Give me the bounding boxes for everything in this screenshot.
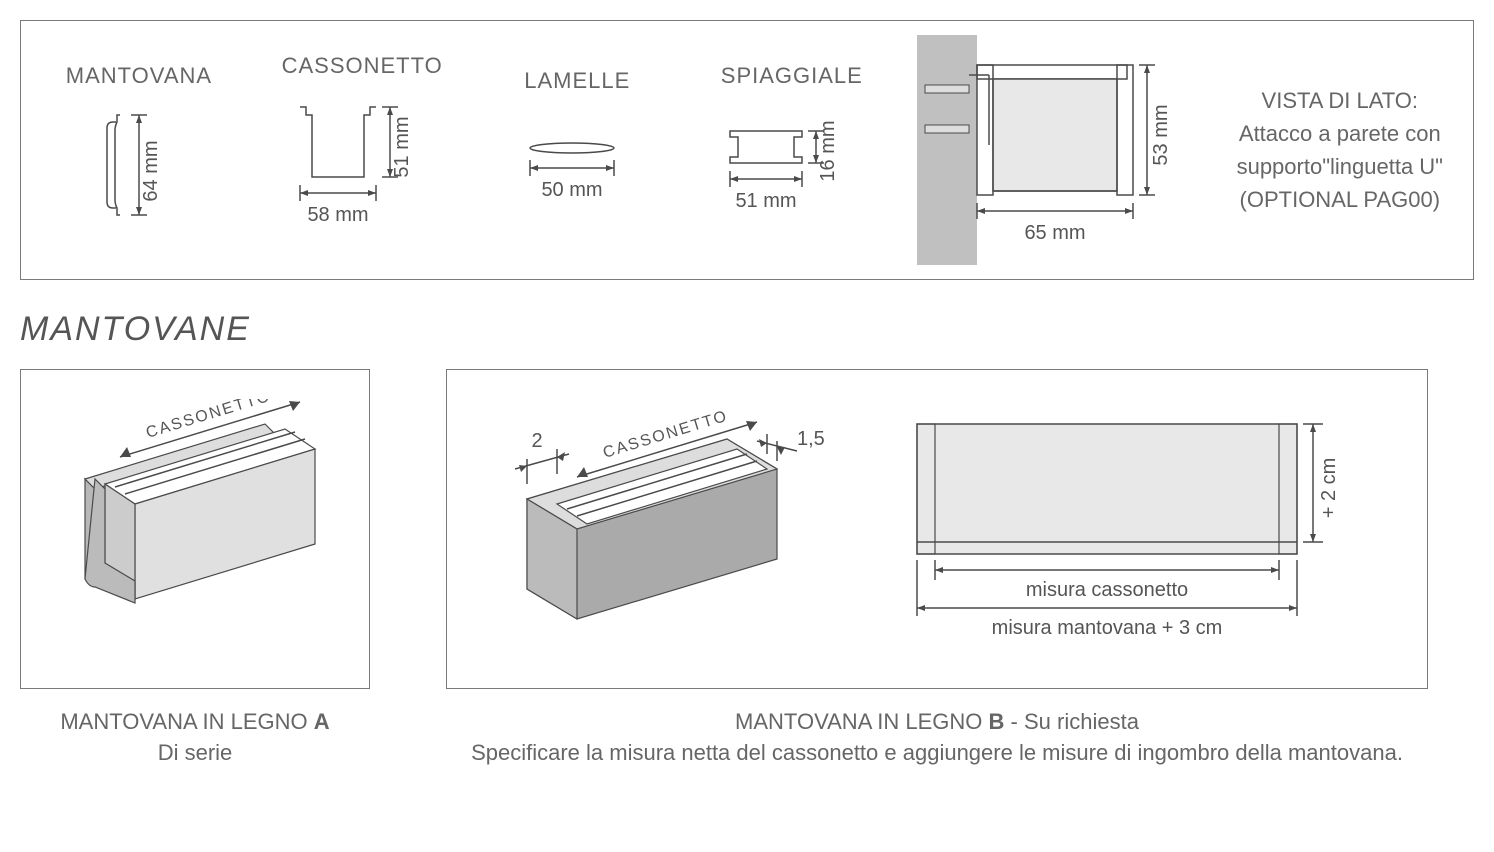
caption-b-l2: Specificare la misura netta del cassonet… [471,740,1403,765]
lamelle-svg: 50 mm [512,112,642,232]
profile-lamelle: LAMELLE 50 mm [512,68,642,232]
cassonetto-dim-v: 51 mm [391,116,413,177]
side-line2: supporto"linguetta U" [1237,150,1443,183]
mantovana-b-column: CASSONETTO 2 1,5 [400,369,1474,769]
profile-spiaggiale: SPIAGGIALE 16 mm 51 mm [712,63,872,237]
side-view-panel: 53 mm 65 mm VISTA DI LATO: Attacco a par… [917,21,1473,279]
caption-a-l2: Di serie [158,740,233,765]
dim-b-v: + 2 cm [1318,458,1340,519]
section-title: MANTOVANE [20,310,1474,349]
side-line1: Attacco a parete con [1237,117,1443,150]
dim-b-left: 2 [531,430,542,452]
mantovana-b-caption: MANTOVANA IN LEGNO B - Su richiesta Spec… [471,707,1403,769]
side-line3: (OPTIONAL PAG00) [1237,183,1443,216]
side-view-text: VISTA DI LATO: Attacco a parete con supp… [1237,84,1443,216]
mantovana-a-caption: MANTOVANA IN LEGNO A Di serie [60,707,329,769]
cassonetto-svg: 51 mm 58 mm [282,97,442,247]
lamelle-title: LAMELLE [524,68,630,94]
spiaggiale-title: SPIAGGIALE [721,63,863,89]
caption-a-l1: MANTOVANA IN LEGNO [60,709,307,734]
cassonetto-dim-h: 58 mm [308,204,369,226]
mantovana-dim-v: 64 mm [140,140,162,201]
side-title: VISTA DI LATO: [1237,84,1443,117]
caption-b-l1: MANTOVANA IN LEGNO [735,709,982,734]
mantovana-a-svg: CASSONETTO [45,399,345,659]
dim-b-right: 1,5 [797,428,825,450]
spiaggiale-dim-h: 51 mm [735,190,796,212]
side-dim-v: 53 mm [1150,104,1172,165]
profile-cassonetto: CASSONETTO 51 mm 58 mm [282,53,443,247]
side-view-svg: 53 mm 65 mm [917,35,1217,265]
spiaggiale-dim-v: 16 mm [817,120,839,181]
mantovana-b-front-svg: + 2 cm misura cassonetto misura mantovan… [887,394,1407,664]
lamelle-dim-h: 50 mm [542,179,603,201]
mantovana-a-column: CASSONETTO MANTOVANA IN LEGNO A Di serie [20,369,370,769]
profile-mantovana: MANTOVANA 64 mm [66,63,212,237]
profiles-row: MANTOVANA 64 mm CASSONETTO [21,21,917,279]
mantovana-b-box: CASSONETTO 2 1,5 [446,369,1428,689]
caption-b-rest: - Su richiesta [1011,709,1139,734]
dim-b-h2: misura mantovana + 3 cm [992,617,1223,639]
mantovana-svg: 64 mm [89,107,189,237]
caption-a-bold: A [314,709,330,734]
cassonetto-title: CASSONETTO [282,53,443,79]
side-dim-h: 65 mm [1024,222,1085,244]
spiaggiale-svg: 16 mm 51 mm [712,107,872,237]
mantovana-b-iso-svg: CASSONETTO 2 1,5 [467,399,887,659]
dim-b-h1: misura cassonetto [1026,579,1188,601]
profiles-panel: MANTOVANA 64 mm CASSONETTO [20,20,1474,280]
mantovana-title: MANTOVANA [66,63,212,89]
caption-b-bold: B [989,709,1005,734]
mantovane-row: CASSONETTO MANTOVANA IN LEGNO A Di serie [20,369,1474,769]
mantovana-a-box: CASSONETTO [20,369,370,689]
